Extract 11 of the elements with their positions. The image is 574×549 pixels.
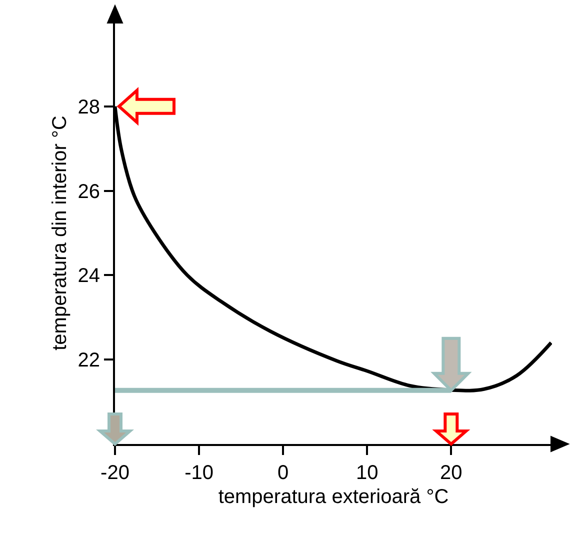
y-axis-title: temperatura din interior °C <box>48 116 71 350</box>
y-tick-label: 28 <box>78 96 100 118</box>
x-tick-label: 10 <box>356 462 378 484</box>
x-axis-title: temperatura exterioară °C <box>218 486 449 508</box>
x-tick-label: -10 <box>184 462 214 484</box>
x-tick-label: -20 <box>100 462 130 484</box>
x-tick-label: 20 <box>440 462 462 484</box>
y-tick-label: 26 <box>78 180 100 203</box>
y-tick-label: 22 <box>78 350 100 372</box>
y-tick-label: 24 <box>78 265 100 288</box>
x-tick-label: 0 <box>278 462 289 484</box>
